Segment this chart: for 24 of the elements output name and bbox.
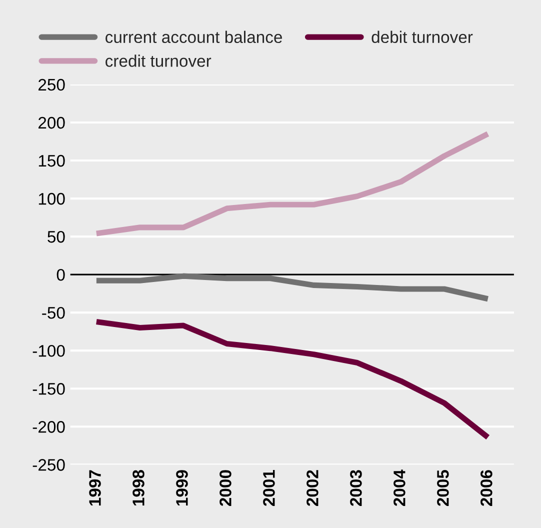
legend-label: debit turnover [372, 30, 473, 44]
x-tick-label: 2002 [306, 470, 318, 506]
y-tick-label: -200 [32, 421, 65, 433]
x-tick-label: 2005 [437, 470, 449, 506]
x-tick-label: 2006 [480, 470, 492, 506]
y-tick-label: 0 [56, 268, 65, 281]
y-tick-label: 100 [38, 192, 65, 205]
y-tick-label: -250 [32, 459, 65, 471]
y-tick-label: -100 [32, 344, 65, 357]
y-tick-label: 50 [48, 230, 65, 243]
y-tick-label: 200 [38, 116, 65, 129]
x-tick-label: 2004 [394, 470, 406, 506]
legend-label: credit turnover [106, 54, 212, 67]
x-tick-label: 1997 [89, 470, 101, 506]
legend-label: current account balance [106, 30, 282, 44]
x-tick-label: 1999 [176, 470, 188, 506]
y-tick-label: -50 [42, 306, 65, 319]
x-tick-label: 1998 [132, 470, 144, 506]
y-tick-label: 250 [38, 78, 65, 91]
x-tick-label: 2001 [263, 470, 275, 506]
y-tick-label: 150 [38, 154, 65, 167]
x-tick-label: 2003 [350, 470, 362, 506]
x-tick-label: 2000 [220, 470, 232, 506]
y-tick-label: -150 [32, 383, 65, 395]
